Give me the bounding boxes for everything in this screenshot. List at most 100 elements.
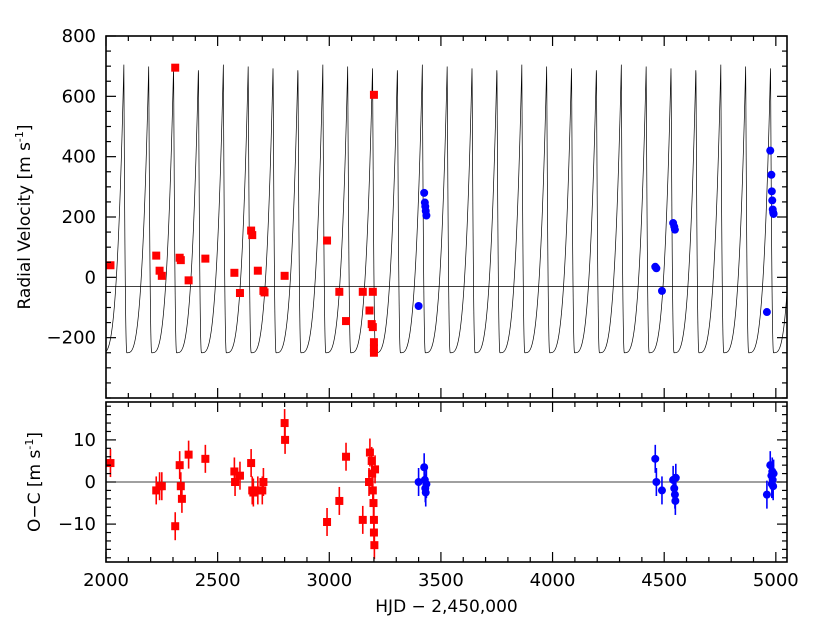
y-tick-label: 400	[62, 147, 96, 168]
data-point-square	[368, 469, 377, 478]
data-point-square	[175, 461, 184, 470]
data-point-square	[230, 268, 239, 277]
data-point-square	[369, 338, 378, 347]
data-point-square	[281, 435, 290, 444]
data-point-circle	[671, 496, 680, 505]
data-point-square	[231, 478, 240, 486]
data-point-square	[106, 261, 115, 270]
data-point-square	[155, 266, 164, 275]
data-point-square	[365, 306, 374, 315]
x-tick-label: 2000	[83, 570, 129, 591]
data-point-square	[365, 448, 374, 457]
data-point-square	[369, 344, 378, 353]
data-point-square	[258, 486, 267, 495]
x-tick-label: 3000	[306, 570, 352, 591]
data-point-circle	[769, 469, 778, 478]
data-point-square	[184, 450, 193, 459]
data-point-square	[323, 518, 332, 526]
data-point-circle	[652, 478, 661, 486]
data-point-square	[201, 254, 210, 263]
data-point-circle	[651, 454, 660, 463]
data-point-circle	[767, 170, 776, 179]
data-point-circle	[422, 480, 431, 489]
data-point-square	[259, 478, 268, 486]
residual-y-axis-title: O−C [m s-1]	[23, 432, 45, 532]
data-point-circle	[414, 478, 423, 486]
data-point-square	[176, 482, 185, 491]
data-point-square	[342, 452, 351, 461]
data-point-square	[157, 271, 166, 280]
data-point-square	[253, 486, 262, 495]
y-tick-label: 0	[85, 472, 96, 493]
data-point-square	[371, 465, 380, 474]
y-tick-label: −10	[58, 514, 96, 535]
y-tick-label: 800	[62, 26, 96, 47]
y-tick-label: 0	[85, 267, 96, 288]
data-point-circle	[422, 211, 431, 220]
data-point-square	[260, 288, 269, 297]
data-point-square	[177, 494, 186, 503]
data-point-circle	[652, 264, 661, 273]
residual-y-tick-labels: −10 0 10	[58, 430, 96, 535]
y-tick-label: 10	[73, 430, 96, 451]
residual-ticks	[105, 402, 787, 562]
data-point-circle	[670, 225, 679, 234]
data-point-square	[370, 541, 379, 550]
data-point-square	[247, 226, 256, 235]
data-point-square	[335, 496, 344, 505]
data-point-square	[365, 478, 374, 486]
data-point-square	[248, 231, 257, 240]
data-point-square	[369, 90, 378, 99]
data-point-square	[280, 419, 289, 428]
data-point-circle	[671, 473, 680, 482]
y-tick-label: −200	[47, 328, 96, 349]
data-point-circle	[414, 301, 423, 310]
data-point-square	[152, 251, 161, 260]
data-point-circle	[769, 209, 778, 218]
data-point-square	[369, 499, 378, 508]
data-point-square	[152, 486, 161, 495]
data-point-circle	[762, 308, 771, 317]
data-point-square	[369, 348, 378, 357]
x-axis-title: HJD − 2,450,000	[375, 597, 517, 617]
data-point-square	[323, 236, 332, 245]
data-point-square	[368, 287, 377, 296]
data-point-square	[342, 317, 351, 326]
data-point-circle	[768, 196, 777, 205]
data-point-square	[176, 256, 185, 265]
rv-data-points	[106, 63, 778, 357]
data-point-circle	[420, 188, 429, 197]
orbit-model-curve	[105, 64, 788, 354]
data-point-circle	[767, 187, 776, 196]
residual-data-points	[106, 409, 778, 560]
residual-panel: −10 0 10 2000 2500 3000 3500 4000 4500 5000 O−C …	[23, 401, 799, 617]
data-point-square	[235, 289, 244, 298]
data-point-circle	[657, 286, 666, 295]
data-point-circle	[657, 486, 666, 495]
data-point-square	[184, 276, 193, 285]
rv-y-axis-title: Radial Velocity [m s-1]	[13, 124, 35, 309]
data-point-square	[358, 287, 367, 296]
rv-panel: −200 0 200 400 600 800 Radial Velocity [m s-1…	[13, 26, 788, 399]
y-tick-label: 200	[62, 207, 96, 228]
data-point-square	[171, 63, 180, 72]
x-tick-labels: 2000 2500 3000 3500 4000 4500 5000	[83, 570, 799, 591]
data-point-square	[171, 522, 180, 531]
data-point-square	[249, 488, 258, 497]
data-point-square	[358, 515, 367, 524]
data-point-square	[280, 271, 289, 280]
rv-ticks	[105, 35, 787, 399]
data-point-circle	[766, 146, 775, 155]
x-tick-label: 3500	[418, 570, 464, 591]
data-point-square	[157, 482, 166, 491]
data-point-circle	[762, 490, 771, 499]
y-tick-label: 600	[62, 86, 96, 107]
data-point-square	[368, 323, 377, 332]
model-curve-line	[105, 64, 788, 354]
x-tick-label: 4000	[530, 570, 576, 591]
data-point-square	[235, 471, 244, 480]
data-point-square	[253, 266, 262, 275]
data-point-square	[247, 459, 256, 468]
x-tick-label: 4500	[641, 570, 687, 591]
